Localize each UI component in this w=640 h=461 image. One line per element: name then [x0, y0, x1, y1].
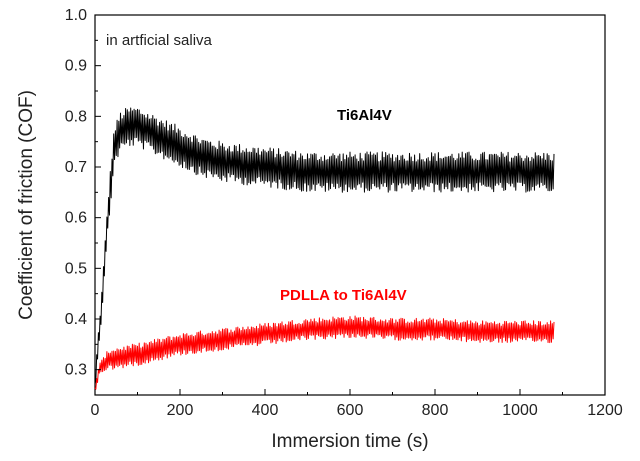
y-tick-label: 0.6 — [65, 210, 87, 227]
x-tick-label: 0 — [91, 402, 100, 419]
axes-layer: 0 200 400 600 800 1000 1200 0.3 0.4 0.5 0.6 0.7 0.8 0… — [65, 7, 623, 419]
x-tick-label: 1200 — [587, 402, 623, 419]
series-label-ti6al4v: Ti6Al4V — [337, 107, 392, 124]
y-tick-label: 1.0 — [65, 7, 87, 24]
y-tick-label: 0.5 — [65, 260, 87, 277]
y-tick-label: 0.3 — [65, 362, 87, 379]
y-axis-title: Coefficient of friction (COF) — [16, 90, 37, 320]
x-tick-label: 400 — [252, 402, 279, 419]
series-label-pdlla: PDLLA to Ti6Al4V — [280, 287, 407, 304]
x-tick-label: 800 — [422, 402, 449, 419]
plot-frame — [94, 14, 606, 396]
y-tick-label: 0.9 — [65, 58, 87, 75]
x-tick-label: 200 — [167, 402, 194, 419]
series-line-ti6al4v — [94, 107, 555, 385]
y-tick-label: 0.8 — [65, 108, 87, 125]
annotation-text: in artficial saliva — [106, 32, 213, 49]
x-tick-label: 600 — [337, 402, 364, 419]
series-line-pdlla — [94, 315, 555, 390]
y-tick-label: 0.4 — [65, 311, 87, 328]
y-tick-label: 0.7 — [65, 159, 87, 176]
x-axis-title: Immersion time (s) — [271, 431, 428, 452]
x-tick-label: 1000 — [502, 402, 538, 419]
series-layer — [94, 107, 555, 390]
